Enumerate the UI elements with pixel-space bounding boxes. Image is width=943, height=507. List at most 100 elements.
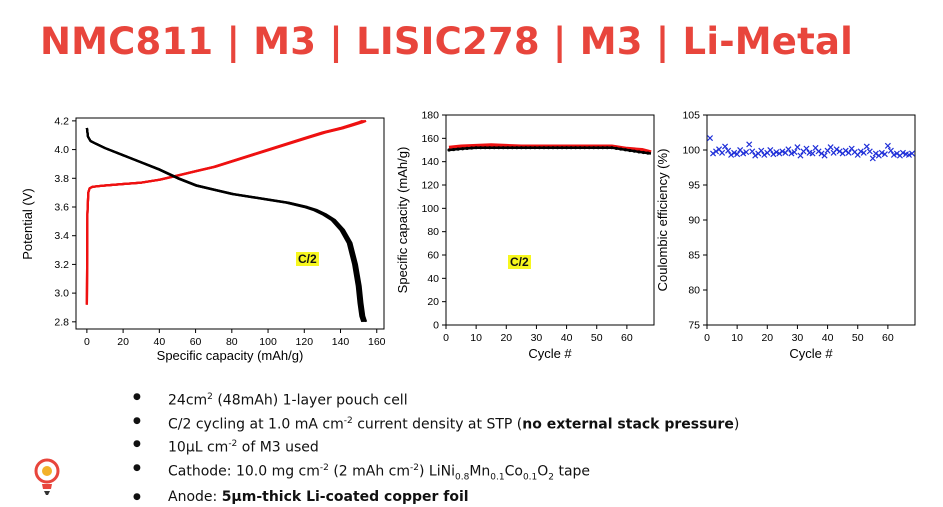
ce-point-marker [743,149,750,156]
capacity-point [619,147,623,151]
ce-point-marker [821,152,828,159]
capacity-point [637,150,641,154]
ce-point-marker [728,151,735,158]
list-item: Cathode: 10.0 mg cm-2 (2 mAh cm-2) LiNi0… [130,458,739,487]
ce-point-marker [722,143,729,150]
x-tick-label: 40 [822,332,834,344]
x-tick-label: 40 [561,332,573,344]
x-tick-label: 0 [704,332,710,344]
ce-point-marker [833,146,840,153]
ce-point-marker [779,148,786,155]
y-tick-label: 160 [421,133,439,145]
ce-point-marker [719,149,726,156]
x-tick-label: 30 [531,332,543,344]
capacity-point [528,146,533,150]
capacity-point [551,146,555,150]
capacity-point [569,146,573,150]
capacity-point [632,149,637,153]
ce-point-marker [713,148,720,155]
coulombic-efficiency-chart: 0 10 20 30 40 50 60 75 80 85 90 95 100 105 Cycle # Co… [655,110,916,361]
plot-frame [75,117,385,330]
y-tick-label: 95 [688,180,700,192]
ce-point-marker [818,150,825,157]
ce-point-marker [734,151,741,158]
ce-point-marker [836,148,843,155]
capacity-point [501,146,505,150]
page-title: NMC811 | M3 | LISIC278 | M3 | Li-Metal [40,20,854,63]
capacity-point [451,147,456,152]
capacity-point [574,146,578,150]
discharge-curve-line [85,127,368,323]
y-tick-label: 80 [427,226,439,238]
list-item: C/2 cycling at 1.0 mA cm-2 current densi… [130,411,739,435]
capacity-point [560,146,564,150]
capacity-point [483,146,487,150]
ce-point-marker [803,145,810,152]
capacity-point [601,146,605,150]
capacity-point [614,146,618,150]
y-tick-label: 0 [433,320,439,332]
x-tick-label: 80 [226,336,238,348]
ce-point-marker [827,144,834,151]
y-tick-label: 2.8 [54,316,69,328]
x-tick-label: 20 [761,332,773,344]
x-tick-label: 120 [296,336,314,348]
capacity-point [646,151,650,155]
list-item: 24cm2 (48mAh) 1-layer pouch cell [130,387,739,411]
y-tick-label: 140 [421,156,439,168]
capacity-point [641,150,646,155]
capacity-point [456,147,460,151]
y-tick-label: 85 [688,250,700,262]
y-tick-label: 180 [421,110,439,122]
y-tick-label: 60 [427,250,439,262]
ce-point-marker [863,143,870,150]
x-tick-label: 140 [332,336,350,348]
y-axis-label: Specific capacity (mAh/g) [395,147,410,294]
capacity-point [460,147,465,151]
ce-point-marker [866,148,873,155]
y-axis-label: Coulombic efficiency (%) [655,149,670,292]
capacity-point [628,148,632,153]
capacity-point [533,146,537,150]
ce-point-marker [746,141,753,148]
y-tick-label: 80 [688,285,700,297]
x-tick-label: 50 [591,332,603,344]
x-axis-label: Cycle # [528,346,572,361]
ce-point-marker [887,147,894,154]
x-axis-label: Specific capacity (mAh/g) [157,348,304,363]
y-tick-label: 3.4 [54,230,69,242]
ce-point-marker [706,135,714,142]
capacity-point [537,146,542,150]
y-tick-label: 3.6 [54,201,69,213]
capacity-point [555,146,560,150]
ce-point-marker [815,148,822,155]
x-tick-label: 50 [852,332,864,344]
capacity-point [515,146,519,150]
capacity-point [587,146,591,150]
ce-point-marker [725,147,732,154]
capacity-point [524,146,528,150]
capacity-point [542,146,546,150]
ce-point-marker [878,149,885,156]
x-tick-label: 60 [190,336,202,348]
lightbulb-logo-icon [34,458,60,495]
y-tick-label: 3.0 [54,288,69,300]
y-tick-label: 3.8 [54,173,69,185]
capacity-point [492,146,496,150]
y-tick-label: 40 [427,273,439,285]
capacity-point [583,146,587,150]
y-tick-label: 100 [682,145,700,157]
plot-frame [706,114,916,326]
ce-point-marker [770,151,777,158]
ce-point-marker [788,150,795,157]
capacity-point [474,146,478,150]
capacity-point [623,148,627,152]
ce-point-marker [857,148,864,155]
y-tick-label: 120 [421,180,439,192]
capacity-point [506,146,510,150]
plot-frame [445,114,655,326]
ce-point-marker [905,151,912,158]
ce-point-marker [758,147,765,154]
capacity-point [488,146,492,150]
ce-point-marker [842,147,849,154]
